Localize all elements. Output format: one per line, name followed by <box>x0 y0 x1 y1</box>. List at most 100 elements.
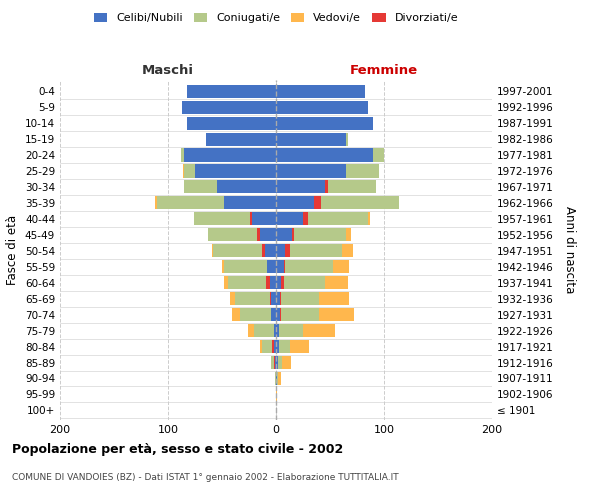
Bar <box>276 260 284 274</box>
Bar <box>252 212 276 226</box>
Bar <box>276 196 322 209</box>
Bar <box>274 340 276 353</box>
Bar <box>276 340 279 353</box>
Bar <box>224 196 276 209</box>
Bar <box>206 132 276 145</box>
Bar <box>276 340 279 353</box>
Bar <box>184 164 276 177</box>
Bar <box>276 308 280 321</box>
Bar <box>195 164 276 177</box>
Bar <box>194 212 276 226</box>
Bar <box>276 84 365 98</box>
Bar <box>222 260 276 274</box>
Bar <box>276 324 279 337</box>
Bar <box>274 324 276 337</box>
Bar <box>276 148 373 162</box>
Bar <box>276 308 354 321</box>
Bar <box>184 148 276 162</box>
Bar <box>208 228 276 241</box>
Bar <box>276 372 277 385</box>
Bar <box>195 164 276 177</box>
Bar <box>276 228 292 241</box>
Bar <box>276 212 370 226</box>
Bar <box>276 164 346 177</box>
Bar <box>265 244 276 258</box>
Bar <box>183 164 276 177</box>
Bar <box>187 116 276 130</box>
Bar <box>276 388 277 401</box>
Bar <box>276 212 368 226</box>
Bar <box>275 356 276 369</box>
Bar <box>276 180 325 194</box>
Bar <box>276 132 346 145</box>
Bar <box>271 308 276 321</box>
Bar <box>276 356 278 369</box>
Bar <box>276 372 277 385</box>
Bar <box>206 132 276 145</box>
Bar <box>257 228 276 241</box>
Bar <box>276 180 376 194</box>
Bar <box>276 212 308 226</box>
Bar <box>269 292 276 305</box>
Bar <box>182 100 276 114</box>
Y-axis label: Anni di nascita: Anni di nascita <box>563 206 576 294</box>
Bar <box>187 84 276 98</box>
Bar <box>276 356 291 369</box>
Bar <box>276 84 365 98</box>
Bar <box>217 180 276 194</box>
Bar <box>272 340 276 353</box>
Bar <box>276 100 368 114</box>
Bar <box>276 212 303 226</box>
Bar <box>276 356 283 369</box>
Legend: Celibi/Nubili, Coniugati/e, Vedovi/e, Divorziati/e: Celibi/Nubili, Coniugati/e, Vedovi/e, Di… <box>89 8 463 28</box>
Bar <box>276 292 319 305</box>
Bar <box>276 116 373 130</box>
Bar <box>276 164 346 177</box>
Bar <box>276 260 284 274</box>
Bar <box>271 356 276 369</box>
Bar <box>260 340 276 353</box>
Bar <box>206 132 276 145</box>
Bar <box>276 228 346 241</box>
Bar <box>184 148 276 162</box>
Bar <box>276 324 279 337</box>
Bar <box>276 148 384 162</box>
Bar <box>262 244 276 258</box>
Bar <box>276 116 373 130</box>
Bar <box>181 148 276 162</box>
Bar <box>275 372 276 385</box>
Bar <box>187 116 276 130</box>
Bar <box>157 196 276 209</box>
Bar <box>276 324 303 337</box>
Bar <box>276 308 281 321</box>
Bar <box>276 84 365 98</box>
Bar <box>276 148 373 162</box>
Bar <box>276 100 368 114</box>
Text: Popolazione per età, sesso e stato civile - 2002: Popolazione per età, sesso e stato civil… <box>12 442 343 456</box>
Bar <box>276 164 379 177</box>
Bar <box>276 340 310 353</box>
Bar <box>276 132 349 145</box>
Bar <box>276 244 342 258</box>
Bar <box>276 180 376 194</box>
Bar <box>276 116 373 130</box>
Bar <box>276 356 278 369</box>
Bar <box>187 84 276 98</box>
Bar <box>268 260 276 274</box>
Bar <box>276 276 325 289</box>
Bar <box>260 228 276 241</box>
Bar <box>248 324 276 337</box>
Bar <box>229 276 276 289</box>
Bar <box>276 164 379 177</box>
Bar <box>274 324 276 337</box>
Bar <box>182 100 276 114</box>
Bar <box>276 244 284 258</box>
Bar <box>181 148 276 162</box>
Bar <box>276 260 333 274</box>
Bar <box>187 116 276 130</box>
Bar <box>276 100 368 114</box>
Bar <box>276 324 335 337</box>
Bar <box>276 292 280 305</box>
Bar <box>187 84 276 98</box>
Bar <box>276 196 399 209</box>
